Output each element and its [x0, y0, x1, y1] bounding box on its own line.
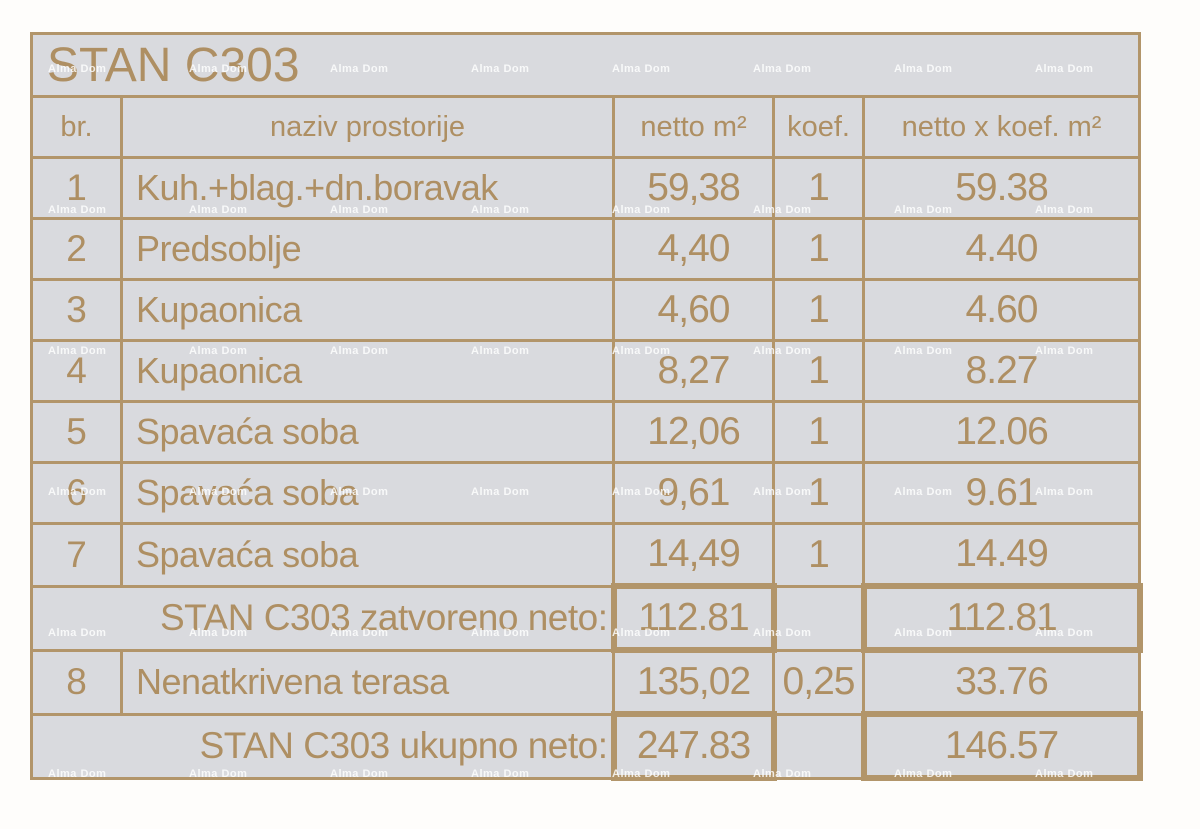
netto-value: 8,27	[612, 339, 775, 403]
table-row: 8 Nenatkrivena terasa 135,02 0,25 33.76	[30, 648, 1142, 716]
closed-subtotal-label: STAN C303 zatvoreno neto:	[30, 584, 615, 652]
title-row: STAN C303	[29, 32, 1142, 98]
room-name: Predsoblje	[120, 217, 615, 281]
header-row: br. naziv prostorije netto m² koef. nett…	[30, 95, 1142, 159]
netto-koef-value: 8.27	[861, 339, 1142, 403]
netto-value: 12,06	[612, 400, 775, 464]
table-row: 6 Spavaća soba 9,61 1 9.61	[30, 461, 1142, 525]
room-name: Nenatkrivena terasa	[120, 648, 615, 716]
row-number: 2	[30, 217, 123, 281]
room-name: Spavaća soba	[120, 461, 615, 525]
room-name: Kuh.+blag.+dn.boravak	[120, 156, 615, 220]
netto-koef-value: 9.61	[861, 461, 1142, 525]
koef-value: 1	[772, 217, 865, 281]
netto-value: 9,61	[612, 461, 775, 525]
col-header-koef: koef.	[772, 95, 865, 159]
col-header-br: br.	[30, 95, 123, 159]
koef-value: 1	[772, 461, 865, 525]
row-number: 4	[30, 339, 123, 403]
row-number: 7	[30, 522, 123, 588]
closed-subtotal-koef	[772, 584, 865, 652]
table-row: 7 Spavaća soba 14,49 1 14.49	[30, 522, 1142, 588]
row-number: 1	[30, 156, 123, 220]
room-name: Kupaonica	[120, 339, 615, 403]
room-name: Kupaonica	[120, 278, 615, 342]
area-table: STAN C303 br. naziv prostorije netto m² …	[29, 32, 1143, 781]
netto-koef-value: 59.38	[861, 156, 1142, 220]
col-header-naziv: naziv prostorije	[120, 95, 615, 159]
koef-value: 0,25	[772, 648, 865, 716]
netto-value: 4,40	[612, 217, 775, 281]
koef-value: 1	[772, 522, 865, 588]
table-row: 1 Kuh.+blag.+dn.boravak 59,38 1 59.38	[30, 156, 1142, 220]
total-label: STAN C303 ukupno neto:	[30, 712, 615, 780]
netto-value: 14,49	[612, 522, 775, 588]
closed-subtotal-netto-koef: 112.81	[860, 583, 1143, 653]
total-row: STAN C303 ukupno neto: 247.83 146.57	[30, 711, 1143, 781]
col-header-netto: netto m²	[612, 95, 775, 159]
row-number: 5	[30, 400, 123, 464]
room-name: Spavaća soba	[120, 522, 615, 588]
koef-value: 1	[772, 156, 865, 220]
netto-value: 135,02	[612, 648, 775, 716]
koef-value: 1	[772, 278, 865, 342]
row-number: 8	[30, 648, 123, 716]
koef-value: 1	[772, 339, 865, 403]
table-row: 2 Predsoblje 4,40 1 4.40	[30, 217, 1142, 281]
netto-koef-value: 12.06	[861, 400, 1142, 464]
row-number: 6	[30, 461, 123, 525]
total-koef	[772, 712, 865, 780]
netto-koef-value: 14.49	[861, 522, 1142, 588]
netto-koef-value: 4.40	[861, 217, 1142, 281]
col-header-netto-koef: netto x koef. m²	[861, 95, 1142, 159]
netto-value: 59,38	[612, 156, 775, 220]
table-row: 3 Kupaonica 4,60 1 4.60	[30, 278, 1142, 342]
room-name: Spavaća soba	[120, 400, 615, 464]
table-row: 4 Kupaonica 8,27 1 8.27	[30, 339, 1142, 403]
netto-value: 4,60	[612, 278, 775, 342]
closed-subtotal-row: STAN C303 zatvoreno neto: 112.81 112.81	[30, 583, 1143, 653]
closed-subtotal-netto: 112.81	[610, 583, 777, 653]
koef-value: 1	[772, 400, 865, 464]
table-row: 5 Spavaća soba 12,06 1 12.06	[30, 400, 1142, 464]
netto-koef-value: 33.76	[861, 648, 1142, 716]
total-netto-koef: 146.57	[860, 711, 1143, 781]
total-netto: 247.83	[610, 711, 777, 781]
row-number: 3	[30, 278, 123, 342]
page-title: STAN C303	[29, 32, 1142, 98]
netto-koef-value: 4.60	[861, 278, 1142, 342]
